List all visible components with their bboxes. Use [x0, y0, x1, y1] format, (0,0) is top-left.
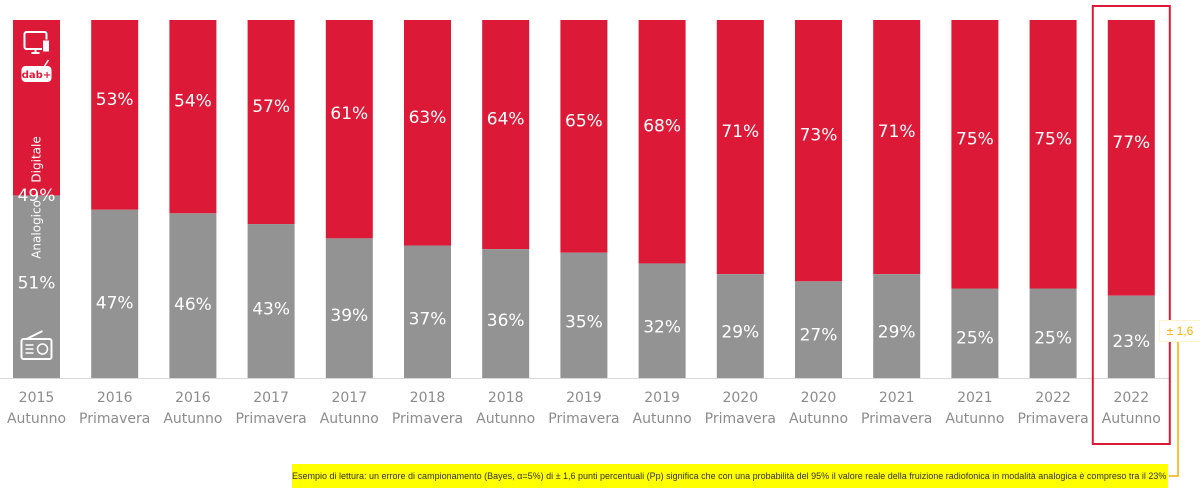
bar-digitale	[638, 20, 686, 264]
x-tick-label-season: Autunno	[7, 411, 66, 427]
data-label-analogico: 25%	[1034, 329, 1072, 349]
x-tick-label-season: Primavera	[235, 411, 306, 427]
bar-digitale	[482, 20, 530, 250]
x-tick-label-year: 2018	[410, 390, 446, 406]
data-label-digitale: 61%	[330, 104, 368, 124]
data-label-digitale: 63%	[409, 108, 447, 128]
x-tick-label-year: 2017	[331, 390, 367, 406]
data-label-analogico: 47%	[96, 293, 134, 313]
data-label-analogico: 46%	[174, 295, 212, 315]
x-tick-label-season: Autunno	[476, 411, 535, 427]
data-label-analogico: 32%	[643, 317, 681, 337]
x-tick-label-year: 2015	[19, 390, 55, 406]
data-label-digitale: 68%	[643, 117, 681, 137]
connector-line	[1169, 341, 1179, 477]
bar-analogico	[795, 281, 842, 378]
data-label-digitale: 54%	[174, 92, 212, 112]
bar-digitale	[1029, 20, 1077, 289]
bar-digitale	[795, 20, 842, 282]
data-label-digitale: 49%	[18, 186, 56, 206]
x-tick-label-year: 2020	[722, 390, 758, 406]
x-tick-label-season: Primavera	[392, 411, 463, 427]
x-tick-label-year: 2019	[566, 390, 602, 406]
x-tick-label-year: 2021	[957, 390, 993, 406]
data-label-analogico: 37%	[409, 309, 447, 329]
x-tick-label-season: Primavera	[861, 411, 932, 427]
data-label-analogico: 36%	[487, 311, 525, 331]
series-label-analogico: Analogico	[30, 200, 44, 259]
data-label-digitale: 64%	[487, 110, 525, 130]
bar-analogico	[716, 274, 764, 378]
bar-analogico	[169, 213, 217, 378]
x-tick-label-season: Autunno	[320, 411, 379, 427]
data-label-digitale: 53%	[96, 90, 134, 110]
bar-analogico	[325, 238, 373, 378]
x-tick-label-season: Autunno	[945, 411, 1004, 427]
data-label-digitale: 73%	[800, 126, 838, 146]
data-label-digitale: 75%	[956, 129, 994, 149]
x-tick-label-year: 2016	[175, 390, 211, 406]
bar-digitale	[716, 20, 764, 275]
data-label-analogico: 27%	[800, 326, 838, 346]
data-label-analogico: 29%	[878, 322, 916, 342]
x-tick-label-year: 2021	[879, 390, 915, 406]
x-tick-label-season: Primavera	[1017, 411, 1088, 427]
bar-digitale	[1107, 20, 1155, 296]
bar-digitale	[560, 20, 608, 253]
data-label-digitale: 77%	[1112, 133, 1150, 153]
data-label-analogico: 43%	[252, 300, 290, 320]
bar-digitale	[951, 20, 999, 289]
bar-digitale	[247, 20, 295, 225]
data-label-digitale: 71%	[721, 122, 759, 142]
bar-digitale	[169, 20, 217, 214]
bar-analogico	[951, 288, 999, 378]
monitor-icon	[23, 31, 50, 54]
x-tick-label-season: Autunno	[789, 411, 848, 427]
bar-analogico	[873, 274, 921, 378]
bar-analogico	[247, 224, 295, 378]
x-tick-label-season: Primavera	[705, 411, 776, 427]
x-tick-label-season: Autunno	[1102, 411, 1161, 427]
x-tick-label-year: 2019	[644, 390, 680, 406]
bar-digitale	[873, 20, 921, 275]
bar-analogico	[1029, 288, 1077, 378]
bar-digitale	[91, 20, 139, 210]
svg-text:dab+: dab+	[22, 70, 51, 81]
series-label-digitale: Digitale	[30, 136, 44, 182]
bar-analogico	[1107, 295, 1155, 378]
x-tick-label-season: Primavera	[79, 411, 150, 427]
highlight-box	[1091, 5, 1171, 445]
x-tick-label-year: 2016	[97, 390, 133, 406]
x-tick-label-year: 2022	[1035, 390, 1071, 406]
data-label-analogico: 25%	[956, 329, 994, 349]
bar-analogico	[482, 249, 530, 378]
bar-analogico	[560, 252, 608, 378]
bar-digitale	[325, 20, 373, 239]
reading-example-note: Esempio di lettura: un errore di campion…	[292, 464, 1168, 488]
data-label-analogico: 51%	[18, 274, 56, 294]
bar-analogico	[91, 209, 139, 378]
data-label-analogico: 39%	[330, 306, 368, 326]
radio-icon	[20, 330, 53, 360]
data-label-analogico: 23%	[1112, 332, 1150, 352]
data-label-digitale: 71%	[878, 122, 916, 142]
data-label-digitale: 57%	[252, 97, 290, 117]
data-label-analogico: 35%	[565, 313, 603, 333]
data-label-digitale: 75%	[1034, 129, 1072, 149]
data-label-digitale: 65%	[565, 111, 603, 131]
x-tick-label-year: 2022	[1113, 390, 1149, 406]
x-tick-label-season: Autunno	[163, 411, 222, 427]
x-tick-label-year: 2020	[801, 390, 837, 406]
bar-analogico	[638, 263, 686, 378]
x-tick-label-season: Primavera	[548, 411, 619, 427]
dab-radio-icon: dab+	[21, 59, 52, 82]
x-tick-label-season: Autunno	[633, 411, 692, 427]
x-tick-label-year: 2017	[253, 390, 289, 406]
error-margin-label: ± 1,6	[1159, 320, 1200, 342]
data-label-analogico: 29%	[721, 322, 759, 342]
x-tick-label-year: 2018	[488, 390, 524, 406]
bar-analogico	[404, 245, 451, 378]
bar-digitale	[404, 20, 451, 246]
